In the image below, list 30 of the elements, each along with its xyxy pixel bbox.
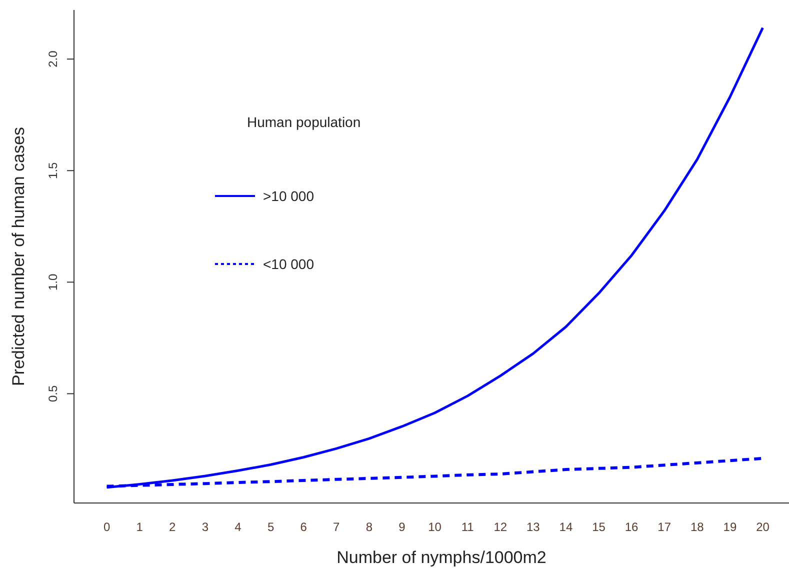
x-tick-label: 20 — [756, 520, 770, 534]
x-tick-label: 14 — [559, 520, 573, 534]
x-tick-label: 16 — [624, 520, 639, 534]
x-tick-label: 19 — [723, 520, 737, 534]
x-tick-label: 3 — [202, 520, 209, 534]
x-tick-label: 15 — [592, 520, 606, 534]
legend-label: >10 000 — [263, 188, 314, 204]
x-axis-title: Number of nymphs/1000m2 — [336, 548, 546, 567]
y-tick-label: 1.5 — [46, 162, 60, 179]
x-tick-label: 11 — [461, 520, 474, 534]
x-tick-label: 1 — [136, 520, 144, 534]
legend-label: <10 000 — [263, 256, 314, 272]
x-tick-label: 9 — [398, 520, 406, 534]
y-tick-label: 1.0 — [46, 273, 60, 290]
y-axis-title: Predicted number of human cases — [9, 127, 28, 386]
x-tick-label: 4 — [234, 520, 242, 534]
x-tick-label: 17 — [658, 520, 672, 534]
x-tick-label: 18 — [690, 520, 704, 534]
x-tick-label: 10 — [428, 520, 442, 534]
legend-title: Human population — [247, 114, 361, 130]
x-tick-label: 6 — [300, 520, 308, 534]
y-tick-label: 0.5 — [46, 385, 60, 402]
x-tick-label: 12 — [494, 520, 508, 534]
x-tick-label: 7 — [333, 520, 340, 534]
x-tick-label: 0 — [103, 520, 110, 534]
x-tick-label: 8 — [366, 520, 373, 534]
x-tick-label: 13 — [526, 520, 540, 534]
y-tick-label: 2.0 — [46, 50, 60, 68]
x-tick-label: 2 — [169, 520, 176, 534]
x-tick-label: 5 — [267, 520, 274, 534]
